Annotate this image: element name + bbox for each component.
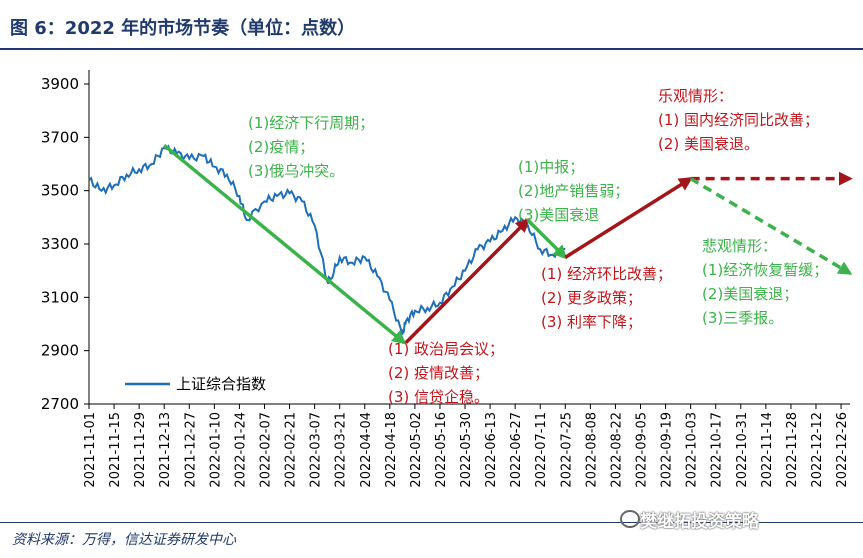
x-tick-label: 2022-04-04 [359, 412, 374, 488]
annotation-line: 乐观情形： [658, 87, 733, 105]
annotation-5: 乐观情形： (1) 国内经济同比改善； (2) 美国衰退。 [658, 87, 819, 153]
trend-arrow-2 [404, 218, 530, 344]
annotation-2: (1) 政治局会议； (2) 疫情改善； (3) 信贷企稳。 [388, 340, 504, 406]
annotation-4: (1) 经济环比改善； (2) 更多政策； (3) 利率下降； [541, 265, 672, 331]
y-tick-label: 3100 [41, 288, 79, 306]
x-tick-label: 2022-10-03 [685, 412, 700, 488]
x-tick-label: 2022-07-11 [534, 412, 549, 488]
x-tick-label: 2022-07-25 [559, 412, 574, 488]
annotation-line: (2) 疫情改善； [388, 364, 489, 382]
x-tick-label: 2022-10-31 [735, 412, 750, 488]
annotation-line: (1) 国内经济同比改善； [658, 111, 819, 129]
legend: 上证综合指数 [125, 375, 266, 393]
annotation-line: (1) 经济环比改善； [541, 265, 672, 283]
x-tick-label: 2022-02-21 [284, 412, 299, 488]
x-tick-label: 2022-01-24 [233, 412, 248, 488]
y-tick-label: 3900 [41, 75, 79, 93]
x-tick-label: 2022-09-19 [660, 412, 675, 488]
annotation-line: (1)经济下行周期； [248, 114, 374, 132]
x-tick-label: 2022-06-13 [484, 412, 499, 488]
top-divider [0, 48, 863, 50]
x-tick-label: 2022-03-21 [334, 412, 349, 488]
y-tick-label: 2700 [41, 395, 79, 413]
annotation-line: (2) 更多政策； [541, 289, 642, 307]
trend-arrow-6 [689, 177, 853, 275]
legend-label: 上证综合指数 [176, 375, 266, 393]
annotation-layer: (1)经济下行周期； (2)疫情； (3)俄乌冲突。 (1) 政治局会议； (2) 疫情… [248, 87, 828, 406]
y-tick-label: 3300 [41, 235, 79, 253]
y-tick-label: 3500 [41, 182, 79, 200]
watermark: 樊继拓投资策略 [640, 512, 759, 532]
annotation-line: (1)中报； [518, 158, 584, 176]
y-tick-label: 3700 [41, 128, 79, 146]
annotation-3: (1)中报； (2)地产销售弱； (3)美国衰退 [518, 158, 629, 224]
x-tick-label: 2021-11-29 [133, 412, 148, 488]
trend-arrow-1 [163, 143, 407, 345]
x-tick-label: 2022-10-17 [710, 412, 725, 488]
x-tick-label: 2021-12-27 [183, 412, 198, 488]
annotation-line: (3)三季报。 [702, 309, 783, 327]
annotation-line: (1) 政治局会议； [388, 340, 504, 358]
x-tick-label: 2022-12-12 [810, 412, 825, 488]
x-tick-label: 2022-05-30 [459, 412, 474, 488]
x-tick-label: 2022-08-08 [584, 412, 599, 488]
x-tick-label: 2022-04-18 [384, 412, 399, 488]
x-tick-label: 2022-11-28 [785, 412, 800, 488]
trend-arrow-3 [526, 218, 568, 260]
x-tick-label: 2022-08-22 [609, 412, 624, 488]
x-tick-label: 2022-06-27 [509, 412, 524, 488]
annotation-line: 悲观情形： [702, 237, 777, 255]
chart-area: 2700 2900 3100 3300 3500 3700 3900 2021-11-01 20… [41, 70, 853, 488]
annotation-line: (2)美国衰退； [702, 285, 798, 303]
x-tick-label: 2022-05-16 [434, 412, 449, 488]
annotation-line: (3)美国衰退 [518, 206, 599, 224]
x-tick-label: 2022-05-02 [409, 412, 424, 488]
chart-title: 图 6：2022 年的市场节奏（单位：点数） [10, 18, 356, 39]
annotation-1: (1)经济下行周期； (2)疫情； (3)俄乌冲突。 [248, 114, 374, 180]
wechat-icon [620, 510, 640, 528]
x-tick-label: 2022-01-10 [208, 412, 223, 488]
annotation-line: (2) 美国衰退。 [658, 135, 759, 153]
x-tick-label: 2022-12-26 [835, 412, 850, 488]
annotation-line: (2)地产销售弱； [518, 182, 629, 200]
arrow-layer [163, 143, 853, 345]
annotation-line: (3) 信贷企稳。 [388, 388, 489, 406]
axes: 2700 2900 3100 3300 3500 3700 3900 2021-11-01 20… [41, 70, 850, 488]
source-note: 资料来源：万得，信达证券研发中心 [12, 532, 236, 548]
bottom-divider [0, 522, 863, 523]
annotation-line: (3) 利率下降； [541, 313, 642, 331]
annotation-6: 悲观情形： (1)经济恢复暂缓； (2)美国衰退； (3)三季报。 [702, 237, 828, 327]
x-tick-label: 2021-12-13 [158, 412, 173, 488]
annotation-line: (1)经济恢复暂缓； [702, 261, 828, 279]
trend-arrow-4 [564, 177, 694, 259]
x-tick-label: 2022-03-07 [309, 412, 324, 488]
annotation-line: (3)俄乌冲突。 [248, 162, 344, 180]
x-tick-label: 2022-09-05 [635, 412, 650, 488]
x-tick-label: 2021-11-01 [83, 412, 98, 488]
x-tick-label: 2021-11-15 [108, 412, 123, 488]
x-tick-label: 2022-11-14 [760, 412, 775, 488]
annotation-line: (2)疫情； [248, 138, 314, 156]
x-tick-label: 2022-02-07 [258, 412, 273, 488]
y-tick-label: 2900 [41, 342, 79, 360]
